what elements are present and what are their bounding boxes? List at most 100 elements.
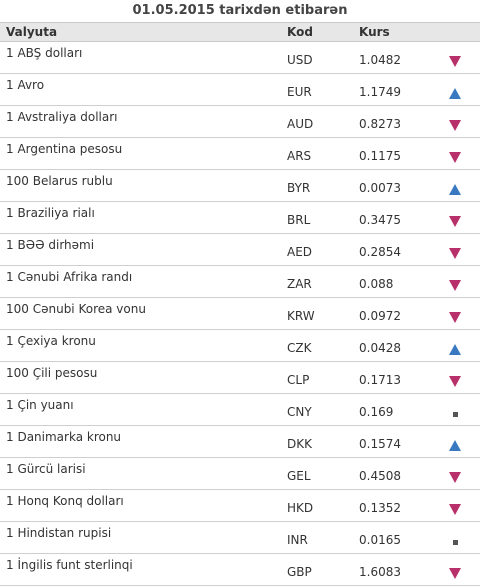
currency-rate: 0.0972 [359, 309, 401, 323]
currency-name: 1 ABŞ dolları [6, 46, 83, 60]
table-header: Valyuta Kod Kurs [0, 23, 480, 42]
unchanged-icon [452, 540, 458, 545]
arrow-down-icon [449, 152, 461, 163]
arrow-down-icon [449, 376, 461, 387]
table-row: 1 Cənubi Afrika randı ZAR 0.088 [0, 266, 480, 298]
currency-rate: 0.4508 [359, 469, 401, 483]
currency-code: CNY [287, 405, 312, 419]
currency-name: 1 BƏƏ dirhəmi [6, 238, 95, 252]
trend-cell [430, 362, 480, 393]
table-row: 1 Honq Konq dolları HKD 0.1352 [0, 490, 480, 522]
currency-name: 1 Cənubi Afrika randı [6, 270, 133, 284]
table-row: 1 Braziliya rialı BRL 0.3475 [0, 202, 480, 234]
arrow-up-icon [449, 344, 461, 355]
currency-rate: 0.8273 [359, 117, 401, 131]
trend-cell [430, 490, 480, 521]
currency-code: BRL [287, 213, 311, 227]
trend-cell [430, 74, 480, 105]
trend-cell [430, 234, 480, 265]
currency-code: ZAR [287, 277, 312, 291]
currency-name: 1 Avro [6, 78, 45, 92]
table-row: 1 Çin yuanı CNY 0.169 [0, 394, 480, 426]
currency-name: 100 Cənubi Korea vonu [6, 302, 146, 316]
currency-code: GBP [287, 565, 312, 579]
trend-cell [430, 522, 480, 553]
table-row: 1 Hindistan rupisi INR 0.0165 [0, 522, 480, 554]
header-code: Kod [287, 25, 313, 39]
currency-name: 100 Çili pesosu [6, 366, 98, 380]
currency-rate: 0.2854 [359, 245, 401, 259]
currency-code: KRW [287, 309, 315, 323]
currency-name: 1 Argentina pesosu [6, 142, 123, 156]
table-title: 01.05.2015 tarixdən etibarən [0, 0, 480, 23]
table-row: 100 Çili pesosu CLP 0.1713 [0, 362, 480, 394]
currency-code: EUR [287, 85, 312, 99]
currency-code: CZK [287, 341, 312, 355]
trend-cell [430, 138, 480, 169]
currency-name: 1 Çin yuanı [6, 398, 74, 412]
currency-code: AED [287, 245, 313, 259]
currency-name: 1 Avstraliya dolları [6, 110, 118, 124]
arrow-down-icon [449, 280, 461, 291]
currency-code: GEL [287, 469, 311, 483]
table-row: 1 İngilis funt sterlinqi GBP 1.6083 [0, 554, 480, 586]
currency-rate: 0.1713 [359, 373, 401, 387]
currency-name: 100 Belarus rublu [6, 174, 113, 188]
arrow-up-icon [449, 88, 461, 99]
currency-code: CLP [287, 373, 310, 387]
arrow-up-icon [449, 184, 461, 195]
table-row: 1 Argentina pesosu ARS 0.1175 [0, 138, 480, 170]
arrow-down-icon [449, 472, 461, 483]
trend-cell [430, 266, 480, 297]
currency-code: HKD [287, 501, 314, 515]
trend-cell [430, 202, 480, 233]
header-currency: Valyuta [6, 25, 58, 39]
currency-rate: 1.0482 [359, 53, 401, 67]
table-row: 1 Çexiya kronu CZK 0.0428 [0, 330, 480, 362]
arrow-down-icon [449, 568, 461, 579]
trend-cell [430, 458, 480, 489]
currency-name: 1 Hindistan rupisi [6, 526, 112, 540]
arrow-down-icon [449, 504, 461, 515]
table-row: 1 Gürcü larisi GEL 0.4508 [0, 458, 480, 490]
currency-rate: 0.1175 [359, 149, 401, 163]
currency-rate: 1.6083 [359, 565, 401, 579]
currency-name: 1 Danimarka kronu [6, 430, 122, 444]
trend-cell [430, 170, 480, 201]
currency-rate: 0.1574 [359, 437, 401, 451]
trend-cell [430, 106, 480, 137]
currency-rate: 0.3475 [359, 213, 401, 227]
trend-cell [430, 298, 480, 329]
trend-cell [430, 426, 480, 457]
trend-cell [430, 394, 480, 425]
arrow-down-icon [449, 216, 461, 227]
arrow-down-icon [449, 248, 461, 259]
currency-rate: 0.088 [359, 277, 394, 291]
table-body: 1 ABŞ dolları USD 1.0482 1 Avro EUR 1.1749 1 A… [0, 42, 480, 586]
currency-code: DKK [287, 437, 312, 451]
currency-rate: 0.1352 [359, 501, 401, 515]
currency-name: 1 Honq Konq dolları [6, 494, 124, 508]
currency-code: BYR [287, 181, 311, 195]
currency-rate: 0.0073 [359, 181, 401, 195]
unchanged-icon [452, 412, 458, 417]
table-row: 1 Avstraliya dolları AUD 0.8273 [0, 106, 480, 138]
currency-code: AUD [287, 117, 314, 131]
currency-rate: 1.1749 [359, 85, 401, 99]
table-row: 1 Danimarka kronu DKK 0.1574 [0, 426, 480, 458]
trend-cell [430, 554, 480, 585]
currency-rate: 0.0165 [359, 533, 401, 547]
currency-name: 1 Gürcü larisi [6, 462, 86, 476]
header-trend [430, 23, 480, 41]
currency-name: 1 Braziliya rialı [6, 206, 95, 220]
table-row: 1 BƏƏ dirhəmi AED 0.2854 [0, 234, 480, 266]
arrow-down-icon [449, 120, 461, 131]
arrow-down-icon [449, 56, 461, 67]
currency-rate: 0.0428 [359, 341, 401, 355]
arrow-up-icon [449, 440, 461, 451]
currency-name: 1 İngilis funt sterlinqi [6, 558, 133, 572]
currency-code: ARS [287, 149, 312, 163]
currency-code: INR [287, 533, 308, 547]
currency-name: 1 Çexiya kronu [6, 334, 96, 348]
